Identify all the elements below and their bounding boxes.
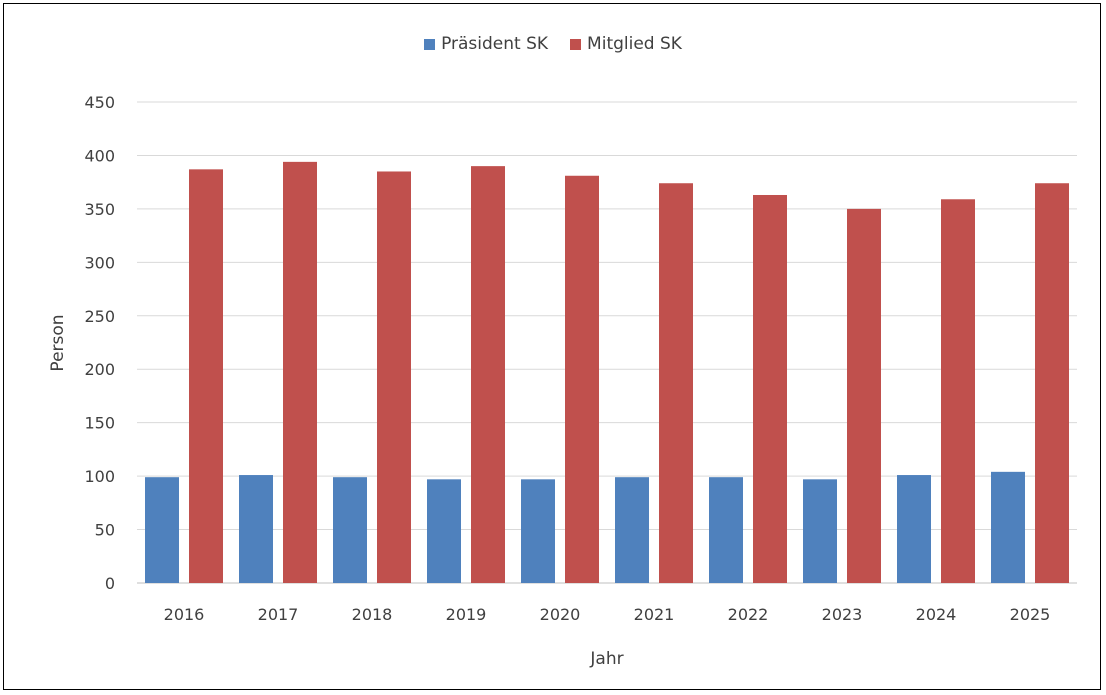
- y-tick-label: 150: [84, 414, 115, 433]
- legend-label-mitglied: Mitglied SK: [587, 34, 682, 54]
- bar-mitglied-2016: [189, 169, 223, 583]
- y-tick-label: 400: [84, 146, 115, 165]
- bar-praesident-2017: [239, 475, 273, 583]
- bar-praesident-2023: [803, 479, 837, 583]
- bar-praesident-2022: [709, 477, 743, 583]
- x-tick-label: 2016: [164, 605, 205, 624]
- x-tick-label: 2025: [1010, 605, 1051, 624]
- bar-mitglied-2024: [941, 199, 975, 583]
- y-tick-label: 50: [95, 521, 115, 540]
- bar-mitglied-2020: [565, 175, 599, 583]
- bar-mitglied-2023: [847, 208, 881, 583]
- bar-mitglied-2022: [753, 194, 787, 583]
- x-tick-label: 2020: [540, 605, 581, 624]
- x-axis-title: Jahr: [589, 649, 623, 669]
- bar-mitglied-2021: [659, 183, 693, 584]
- bar-praesident-2019: [427, 479, 461, 583]
- y-tick-label: 450: [84, 93, 115, 112]
- bars: [145, 161, 1069, 584]
- bar-praesident-2018: [333, 477, 367, 583]
- bar-mitglied-2025: [1035, 183, 1069, 584]
- y-tick-label: 100: [84, 467, 115, 486]
- bar-mitglied-2018: [377, 171, 411, 583]
- y-axis-title: Person: [48, 314, 68, 371]
- x-tick-labels: 2016 2017 2018 2019 2020 2021 2022 2023 2024 2025: [164, 605, 1051, 624]
- y-tick-label: 200: [84, 360, 115, 379]
- bar-praesident-2024: [897, 475, 931, 583]
- legend: Präsident SK Mitglied SK: [0, 34, 1106, 54]
- bar-praesident-2016: [145, 477, 179, 583]
- bar-praesident-2020: [521, 479, 555, 583]
- legend-label-praesident: Präsident SK: [441, 34, 549, 54]
- bar-mitglied-2017: [283, 161, 317, 583]
- y-tick-label: 350: [84, 200, 115, 219]
- y-tick-labels: 0 50 100 150 200 250 300 350 400 450: [84, 93, 115, 593]
- x-tick-label: 2018: [352, 605, 393, 624]
- x-tick-label: 2024: [916, 605, 957, 624]
- y-tick-label: 0: [105, 574, 115, 593]
- x-tick-label: 2022: [728, 605, 769, 624]
- x-tick-label: 2019: [446, 605, 487, 624]
- y-tick-label: 300: [84, 253, 115, 272]
- bar-praesident-2025: [991, 471, 1025, 583]
- bar-praesident-2021: [615, 477, 649, 583]
- x-tick-label: 2021: [634, 605, 675, 624]
- y-tick-label: 250: [84, 307, 115, 326]
- legend-swatch-praesident: [424, 38, 436, 50]
- gridlines: [137, 101, 1077, 584]
- bar-mitglied-2019: [471, 166, 505, 583]
- legend-item-mitglied: Mitglied SK: [570, 34, 682, 54]
- legend-item-praesident: Präsident SK: [424, 34, 548, 54]
- x-tick-label: 2023: [822, 605, 863, 624]
- legend-swatch-mitglied: [570, 38, 582, 50]
- x-tick-label: 2017: [258, 605, 299, 624]
